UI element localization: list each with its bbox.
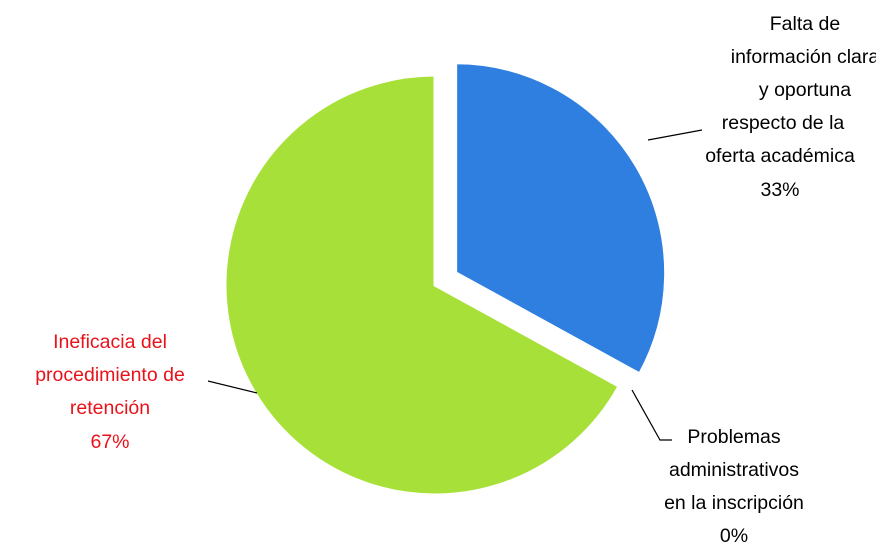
slice-label-retencion-line-3: retención: [70, 397, 150, 419]
slice-label-info-line-1: Falta de: [770, 13, 840, 35]
slice-label-admin-line-3: en la inscripción: [664, 492, 804, 514]
pie-slices: [223, 61, 668, 497]
slice-label-info-line-5: oferta académica: [705, 145, 855, 167]
slice-label-admin-line-1: Problemas: [687, 426, 780, 448]
slice-label-admin-line-2: administrativos: [669, 459, 799, 481]
slice-label-info-line-2: información clara: [731, 46, 876, 68]
slice-label-retencion-line-2: procedimiento de: [35, 364, 185, 386]
slice-label-info: Falta de información clara y oportuna re…: [705, 13, 876, 201]
slice-value-info: 33%: [760, 179, 799, 201]
slice-label-retencion-line-1: Ineficacia del: [53, 331, 167, 353]
leader-line-info: [647, 129, 703, 141]
slice-value-retencion: 67%: [90, 431, 129, 453]
slice-label-info-line-4: respecto de la: [722, 112, 845, 134]
leader-lines: [207, 129, 703, 441]
slice-label-retencion: Ineficacia del procedimiento de retenció…: [35, 331, 185, 453]
leader-line-retencion: [207, 380, 258, 394]
slice-value-admin: 0%: [720, 525, 748, 547]
slice-label-info-line-3: y oportuna: [759, 79, 851, 101]
pie-slice-info: [454, 61, 668, 376]
slice-label-admin: Problemas administrativos en la inscripc…: [664, 426, 804, 547]
leader-line-admin: [631, 389, 672, 441]
